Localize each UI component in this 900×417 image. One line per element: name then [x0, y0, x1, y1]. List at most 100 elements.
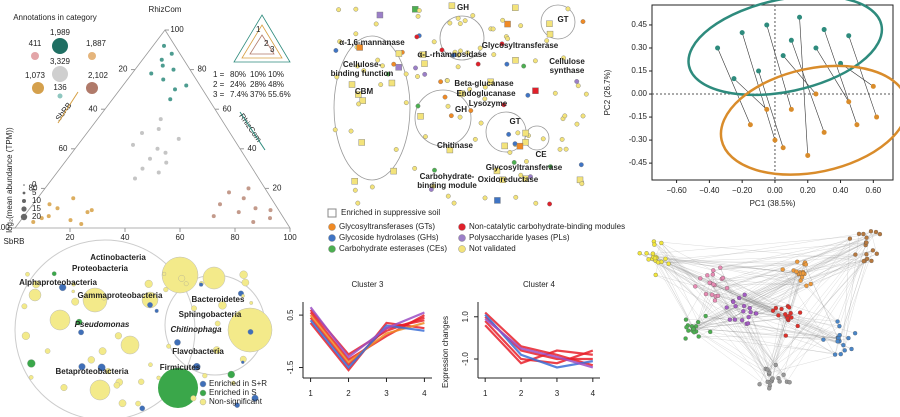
point: [797, 14, 803, 20]
chart-title: Cluster 4: [523, 280, 556, 289]
pair-link: [823, 29, 858, 125]
network-edge: [799, 238, 851, 313]
network-edge: [769, 242, 867, 373]
taxon-label: Alphaproteobacteria: [19, 278, 97, 287]
network-node: [637, 251, 642, 256]
network-edge: [721, 273, 804, 280]
taxon-node: [239, 270, 248, 279]
taxon-node: [87, 356, 95, 364]
pair-link: [766, 24, 792, 110]
network-edge: [693, 264, 806, 329]
node: [579, 181, 585, 187]
diagram-label: GH: [457, 3, 469, 12]
node: [455, 64, 461, 70]
network-edge: [693, 317, 788, 330]
network-edge: [739, 273, 805, 299]
node: [475, 61, 481, 67]
ternary-point: [169, 51, 174, 56]
network-node: [754, 311, 759, 316]
count-label: 1,989: [50, 28, 71, 37]
ternary-point: [55, 206, 60, 211]
diagram-label-line: Cellulose-: [343, 60, 382, 69]
node-square: [522, 175, 529, 182]
y-tick-label: -0.15: [629, 112, 648, 121]
network-node: [707, 280, 712, 285]
network-edge: [746, 323, 768, 382]
node: [490, 26, 496, 32]
network-node: [741, 309, 746, 314]
taxon-node: [251, 394, 259, 402]
node-square: [546, 20, 553, 27]
legend-swatch: [328, 245, 336, 253]
network-edge: [739, 297, 856, 334]
diagram-label: CE: [535, 150, 547, 159]
node: [353, 31, 359, 37]
axis-arrow: [239, 111, 266, 151]
taxon-label: Proteobacteria: [72, 264, 129, 273]
network-edge: [759, 318, 788, 385]
node: [373, 21, 379, 27]
legend-title: Annotations in category: [13, 13, 97, 22]
diagram-label: Cellulose synthase: [549, 57, 585, 75]
network-edge: [661, 242, 699, 323]
taxon-bubble: [158, 368, 198, 408]
node: [356, 101, 362, 107]
network-node: [715, 293, 721, 299]
node-square: [351, 178, 358, 185]
taxon-label: Flavobacteria: [172, 347, 224, 356]
legend-swatch: [199, 398, 207, 406]
series-line: [484, 324, 593, 365]
point: [764, 106, 770, 112]
taxon-node: [190, 395, 197, 402]
taxon-bubble: [120, 335, 140, 355]
node: [472, 136, 478, 142]
tick-label: 20: [273, 184, 282, 193]
point: [805, 152, 811, 158]
diagram-label: Cellulose-binding function: [331, 60, 394, 78]
node: [478, 120, 484, 126]
x-tick-label: −0.40: [699, 186, 720, 195]
node: [552, 90, 558, 96]
y-tick-label: -0.30: [629, 135, 648, 144]
taxon-node: [156, 375, 161, 380]
network-edge: [695, 260, 865, 287]
taxon-node: [78, 329, 84, 336]
network-edge: [790, 277, 803, 314]
node: [563, 146, 569, 152]
taxon-node: [227, 370, 235, 379]
ternary-point: [85, 210, 90, 215]
taxon-node: [163, 287, 169, 293]
ternary-point: [268, 216, 272, 221]
taxon-node: [191, 305, 197, 312]
network-edge: [783, 312, 801, 375]
network-node: [835, 319, 840, 324]
network-edge: [804, 238, 850, 263]
node: [540, 136, 546, 142]
x-axis-label: PC1 (38.5%): [750, 199, 796, 208]
ternary-point: [140, 166, 145, 171]
ternary-frame: [14, 29, 291, 229]
node-square: [546, 30, 554, 38]
taxon-node: [114, 332, 122, 340]
pair-link: [848, 35, 877, 118]
node: [518, 23, 524, 29]
node: [470, 13, 476, 18]
network-edge: [652, 258, 694, 329]
diagram-label-line: Cellulose: [549, 57, 585, 66]
network-edge: [713, 254, 867, 271]
network-edge: [714, 283, 811, 286]
taxon-bubble: [82, 287, 108, 313]
diagram-label: Carbohydrate-binding module: [417, 172, 477, 190]
network-edge: [653, 241, 766, 369]
taxon-node: [178, 275, 186, 282]
y-axis-label: Expression changes: [441, 316, 450, 388]
series-line: [484, 311, 594, 367]
x-tick-label: 3: [384, 389, 389, 398]
network-edge: [653, 241, 716, 297]
tick-label: 60: [59, 144, 68, 153]
diagram-label-line: binding function: [331, 69, 394, 78]
size-swatch: [20, 213, 28, 221]
node: [455, 15, 461, 21]
legend-swatch: [458, 234, 466, 242]
network-edge: [695, 253, 877, 327]
